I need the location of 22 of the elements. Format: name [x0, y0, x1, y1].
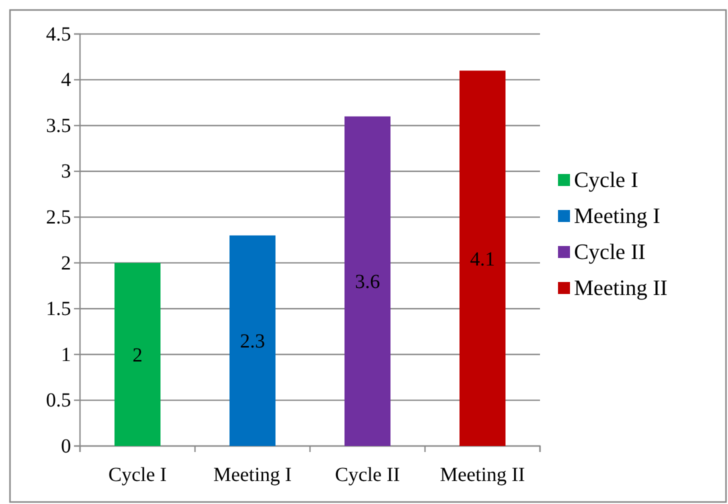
y-tick-label: 1.5: [46, 298, 71, 320]
y-tick-label: 4: [61, 69, 71, 92]
y-tick-label: 0: [61, 435, 71, 458]
y-tick-label: 0.5: [46, 390, 71, 412]
y-tick-label: 3.5: [46, 114, 71, 137]
x-tick-label: Cycle I: [108, 464, 167, 486]
x-tick-label: Meeting I: [213, 464, 292, 486]
legend-label: Meeting I: [574, 203, 660, 228]
y-tick-label: 2.5: [46, 206, 71, 229]
data-label: 3.6: [355, 271, 380, 294]
x-tick-label: Meeting II: [440, 464, 525, 486]
x-tick-label: Cycle II: [335, 464, 400, 486]
y-tick-label: 2: [61, 252, 71, 274]
data-label: 2: [132, 344, 142, 366]
y-tick-label: 4.5: [46, 23, 71, 46]
data-label: 4.1: [470, 248, 495, 270]
legend-label: Cycle II: [574, 239, 646, 264]
legend-label: Meeting II: [574, 275, 668, 300]
y-tick-label: 3: [61, 160, 71, 183]
y-tick-label: 1: [61, 344, 71, 366]
legend-label: Cycle I: [574, 167, 638, 192]
data-label: 2.3: [240, 330, 265, 353]
